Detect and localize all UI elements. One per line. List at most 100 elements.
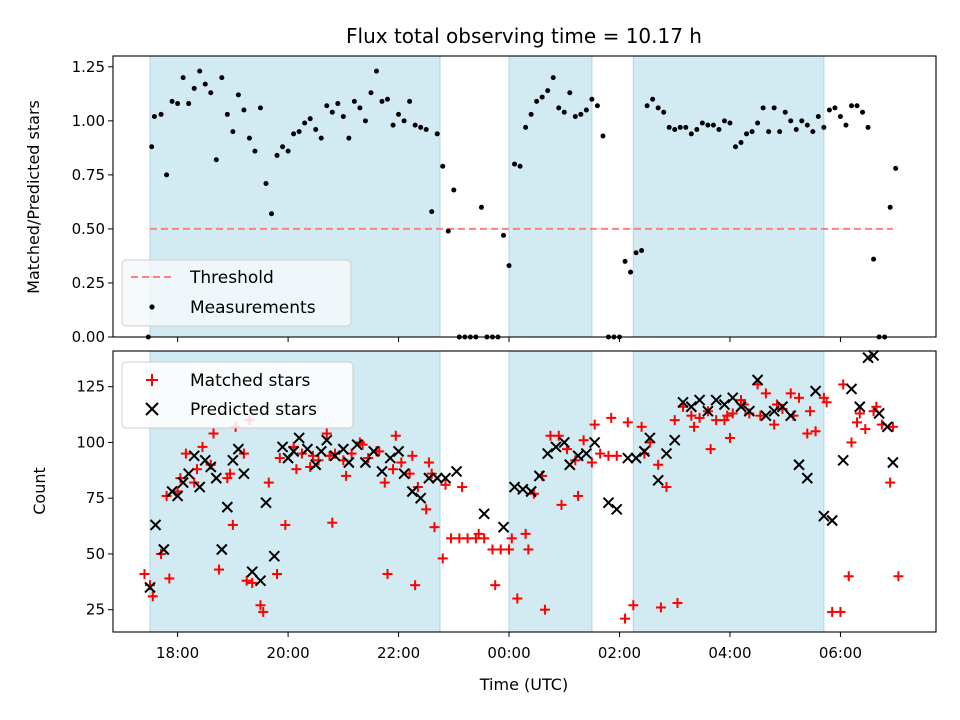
x-b <box>194 481 206 493</box>
x-b <box>329 450 341 462</box>
predicted-star-point <box>887 456 899 469</box>
matched-star-point <box>606 412 617 423</box>
predicted-star-point <box>321 434 333 446</box>
predicted-star-point <box>826 514 838 527</box>
matched-star-point <box>410 580 421 591</box>
matched-star-point <box>479 533 490 544</box>
x-tick-label: 02:00 <box>598 644 641 662</box>
x-b <box>268 550 280 562</box>
measurement-point <box>583 107 589 113</box>
x-b <box>602 496 615 509</box>
predicted-star-point <box>751 374 764 386</box>
measurement-point <box>274 152 280 158</box>
x-b <box>652 474 664 487</box>
matched-star-point <box>846 437 857 448</box>
x-b <box>199 454 211 466</box>
measurement-point <box>721 118 727 124</box>
matched-star-point <box>390 430 401 441</box>
predicted-star-point <box>293 432 305 444</box>
predicted-star-point <box>246 566 258 578</box>
measurement-point <box>235 92 241 98</box>
measurement-point <box>280 144 286 150</box>
x-b <box>238 467 250 480</box>
x-b <box>205 461 217 473</box>
bottom-x-ticks: 18:00 20:00 22:00 00:00 02:00 04:00 06:00 <box>156 632 862 662</box>
matched-star-point <box>636 421 647 432</box>
matched-star-point <box>379 477 390 488</box>
measurement-point <box>307 116 313 122</box>
x-tick-label: 22:00 <box>377 644 420 662</box>
x-b <box>881 421 894 433</box>
measurement-point <box>512 161 518 167</box>
measurement-point <box>650 96 656 102</box>
predicted-star-point <box>423 472 435 484</box>
measurement-point <box>594 103 600 109</box>
top-y-axis-label: Matched/Predicted stars <box>24 100 43 294</box>
predicted-star-point <box>558 436 570 449</box>
predicted-star-point <box>158 543 170 556</box>
bottom-y-axis-label: Count <box>30 467 49 515</box>
predicted-star-point <box>232 443 245 455</box>
predicted-star-point <box>508 481 521 493</box>
predicted-star-point <box>205 461 217 473</box>
predicted-star-point <box>644 432 656 444</box>
measurement-point <box>572 114 578 120</box>
measurement-point <box>683 124 689 130</box>
y-tick-label: 50 <box>86 545 105 563</box>
measurement-point <box>379 98 385 104</box>
bottom-y-ticks: 25 50 75 100 125 <box>76 378 113 619</box>
predicted-star-point <box>793 459 805 471</box>
matched-star-point <box>457 482 468 493</box>
predicted-star-point <box>392 445 405 458</box>
matched-star-point <box>843 571 854 582</box>
x-b <box>768 405 780 417</box>
bottom-legend: Matched stars Predicted stars <box>121 361 354 429</box>
predicted-star-point <box>785 409 797 422</box>
measurement-point <box>810 129 816 135</box>
measurement-point <box>202 81 208 87</box>
measurement-point <box>777 129 783 135</box>
x-b <box>541 447 554 460</box>
matched-star-point <box>885 477 896 488</box>
matched-star-point <box>785 388 796 399</box>
x-b <box>149 519 162 531</box>
x-b <box>867 349 880 362</box>
x-b <box>260 496 272 509</box>
x-b <box>669 434 681 446</box>
measurement-point <box>478 204 484 210</box>
y-tick-label: 0.00 <box>72 328 105 346</box>
bottom-panel-frame <box>112 350 937 633</box>
predicted-star-point <box>564 459 576 471</box>
matched-star-point <box>689 421 700 432</box>
x-b <box>826 514 838 527</box>
x-b <box>216 543 228 556</box>
x-b <box>550 441 562 453</box>
measurement-point <box>837 114 843 120</box>
matched-star-point <box>437 553 448 564</box>
matched-star-point <box>272 569 283 580</box>
matched-star-point <box>860 424 871 435</box>
x-b <box>431 472 443 484</box>
matched-star-point <box>887 421 898 432</box>
predicted-star-point <box>818 510 830 522</box>
x-axis-label: Time (UTC) <box>479 675 568 694</box>
matched-star-point <box>672 598 683 609</box>
predicted-star-point <box>710 394 722 406</box>
x-b <box>310 459 322 471</box>
x-b <box>630 452 642 464</box>
measurement-point <box>539 94 545 100</box>
x-tick-label: 06:00 <box>819 644 862 662</box>
measurement-point <box>407 98 413 104</box>
measurement-point <box>191 85 197 91</box>
predicted-star-point <box>287 445 300 458</box>
x-b <box>158 543 170 556</box>
measurement-point <box>815 114 821 120</box>
predicted-star-point <box>497 521 510 533</box>
matched-star-point <box>440 479 451 490</box>
measurement-point <box>826 107 832 113</box>
predicted-star-point <box>406 485 419 498</box>
predicted-star-point <box>254 574 267 587</box>
measurement-point <box>848 103 854 109</box>
predicted-star-point <box>315 445 327 458</box>
